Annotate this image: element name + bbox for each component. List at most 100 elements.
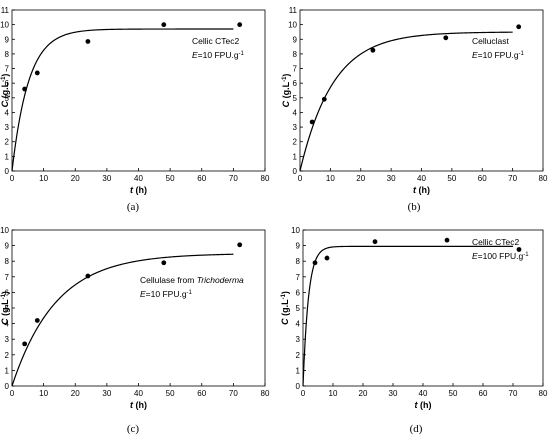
y-tick-label: 9 — [5, 242, 10, 251]
annotation-line: E=10 FPU.g-1 — [472, 50, 525, 60]
x-tick-label: 70 — [509, 389, 518, 398]
y-tick-label: 0 — [5, 167, 10, 176]
y-tick-label: 0 — [5, 382, 10, 391]
data-point — [372, 239, 378, 245]
x-tick-label: 80 — [261, 174, 270, 183]
x-tick-label: 10 — [39, 174, 48, 183]
y-tick-label: 1 — [5, 152, 10, 161]
x-tick-label: 30 — [102, 174, 111, 183]
x-tick-label: 60 — [197, 174, 206, 183]
y-axis-title: C (g.L-1) — [0, 74, 10, 108]
annotation-line: Cellulase from Trichoderma — [140, 275, 244, 285]
data-point — [85, 273, 91, 279]
data-point — [34, 70, 40, 76]
fit-curve — [11, 28, 234, 172]
x-tick-label: 80 — [539, 389, 548, 398]
x-tick-label: 50 — [166, 389, 175, 398]
chart-panel-c: 0 10 20 30 40 50 60 70 80 0 1 2 3 4 5 6 7 8 9 10 t (h) C (g.L… — [0, 226, 270, 435]
y-tick-label: 1 — [293, 152, 298, 161]
y-tick-label: 1 — [296, 366, 301, 375]
x-tick-label: 10 — [329, 389, 338, 398]
data-point — [321, 96, 327, 102]
y-tick-label: 10 — [0, 226, 9, 235]
x-axis-title: t (h) — [130, 185, 147, 195]
fit-curve — [299, 31, 513, 172]
y-tick-label: 4 — [5, 320, 10, 329]
x-tick-label: 0 — [298, 174, 303, 183]
x-tick-label: 30 — [387, 174, 396, 183]
x-tick-label: 10 — [326, 174, 335, 183]
y-tick-label: 5 — [296, 304, 301, 313]
chart-panel-d: 0 10 20 30 40 50 60 70 80 0 1 2 3 4 5 6 7 8 9 10 t (h) C (g.L… — [280, 226, 548, 435]
x-tick-label: 30 — [389, 389, 398, 398]
x-axis-title: t (h) — [415, 400, 432, 410]
x-tick-label: 20 — [71, 174, 80, 183]
y-tick-label: 0 — [296, 382, 301, 391]
y-tick-label: 6 — [5, 288, 10, 297]
x-axis-title: t (h) — [413, 185, 430, 195]
x-tick-label: 60 — [479, 389, 488, 398]
y-tick-label: 6 — [296, 288, 301, 297]
annotation-line: Cellic CTec2 — [192, 36, 240, 46]
data-point — [444, 237, 450, 243]
x-tick-label: 20 — [359, 389, 368, 398]
annotation-line: E=100 FPU.g-1 — [472, 251, 529, 261]
data-point — [516, 24, 522, 30]
y-tick-label: 9 — [296, 242, 301, 251]
y-tick-label: 11 — [289, 6, 298, 15]
data-point — [312, 260, 318, 266]
x-tick-label: 0 — [301, 389, 306, 398]
x-tick-label: 0 — [10, 389, 15, 398]
data-point — [161, 22, 167, 28]
plot-frame — [11, 229, 266, 387]
chart-panel-b: 0 10 20 30 40 50 60 70 80 0 1 2 3 4 5 6 7 8 9 10 11 t (h) C (g… — [281, 6, 548, 213]
y-tick-label: 3 — [293, 123, 298, 132]
y-tick-label: 2 — [296, 351, 301, 360]
panel-caption: (a) — [127, 201, 140, 213]
panel-caption: (c) — [127, 423, 140, 435]
y-tick-label: 6 — [5, 79, 10, 88]
y-tick-label: 8 — [296, 257, 301, 266]
x-tick-label: 10 — [39, 389, 48, 398]
y-tick-label: 7 — [5, 273, 10, 282]
x-tick-label: 60 — [478, 174, 487, 183]
x-tick-label: 30 — [102, 389, 111, 398]
x-tick-label: 80 — [261, 389, 270, 398]
y-axis-title: C (g.L-1) — [281, 74, 291, 108]
data-point — [34, 318, 40, 323]
y-tick-label: 1 — [5, 366, 10, 375]
data-point — [22, 86, 28, 92]
y-tick-label: 7 — [296, 273, 301, 282]
x-tick-label: 40 — [417, 174, 426, 183]
y-tick-label: 9 — [293, 35, 298, 44]
data-point — [443, 35, 449, 41]
panel-caption: (d) — [410, 423, 423, 435]
annotation-line: E=10 FPU.g-1 — [140, 289, 193, 299]
data-point — [161, 260, 167, 266]
fit-curve — [302, 245, 513, 387]
chart-panel-a: 0 10 20 30 40 50 60 70 80 0 1 2 3 4 5 6 7 8 9 10 11 t (h) C (g… — [0, 6, 270, 213]
x-tick-label: 70 — [508, 174, 517, 183]
y-tick-label: 10 — [291, 226, 300, 235]
data-point — [370, 47, 376, 53]
y-axis-title: C (g.L-1) — [0, 291, 10, 325]
y-tick-label: 10 — [288, 21, 297, 30]
y-tick-label: 5 — [5, 94, 10, 103]
x-tick-label: 70 — [229, 389, 238, 398]
y-tick-label: 3 — [5, 335, 10, 344]
data-point — [85, 39, 91, 44]
y-tick-label: 8 — [5, 257, 10, 266]
y-tick-label: 11 — [1, 6, 10, 15]
y-tick-label: 10 — [0, 21, 9, 30]
y-tick-label: 9 — [5, 35, 10, 44]
y-tick-label: 5 — [293, 94, 298, 103]
x-tick-label: 40 — [419, 389, 428, 398]
data-point — [237, 22, 243, 28]
x-tick-label: 80 — [539, 174, 548, 183]
data-point — [324, 255, 330, 261]
plot-frame — [299, 9, 544, 172]
y-tick-label: 8 — [293, 50, 298, 59]
y-tick-label: 7 — [293, 65, 298, 74]
x-tick-label: 20 — [71, 389, 80, 398]
